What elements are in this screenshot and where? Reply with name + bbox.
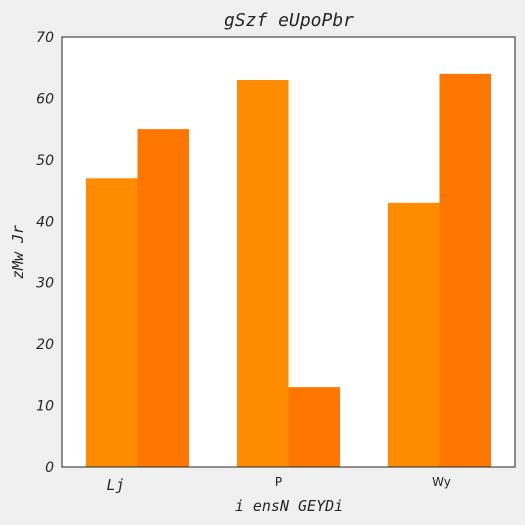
bar-Lj-series-2 xyxy=(137,129,189,467)
bar-Wy-series-2 xyxy=(439,73,491,467)
x-tick-labels: Lj P Wy xyxy=(106,475,450,494)
bar-P-series-2 xyxy=(288,387,340,467)
y-tick-label: 20 xyxy=(36,337,54,353)
y-tick-label: 0 xyxy=(45,460,54,476)
bars-layer xyxy=(86,73,491,468)
y-tick-label: 40 xyxy=(36,214,54,230)
y-tick-label: 70 xyxy=(36,30,54,46)
y-tick-label: 50 xyxy=(36,153,54,169)
x-tick-label: P xyxy=(275,475,282,489)
y-tick-labels: 0 10 20 30 40 50 60 70 xyxy=(36,30,54,476)
x-tick-label: Lj xyxy=(106,476,124,494)
bar-Wy-series-1 xyxy=(388,202,440,467)
bar-Lj-series-1 xyxy=(86,178,138,468)
bar-P-series-1 xyxy=(237,80,289,467)
y-tick-label: 10 xyxy=(36,399,54,415)
y-axis-label: zMw Jr xyxy=(9,225,27,279)
x-tick-label: Wy xyxy=(432,475,451,489)
y-tick-label: 30 xyxy=(36,276,54,292)
chart-title: gSzf eUpoPbr xyxy=(224,10,354,31)
plot-frame xyxy=(61,36,516,468)
y-tick-label: 60 xyxy=(36,91,54,107)
x-axis-label: i ensN GEYDi xyxy=(235,497,343,515)
